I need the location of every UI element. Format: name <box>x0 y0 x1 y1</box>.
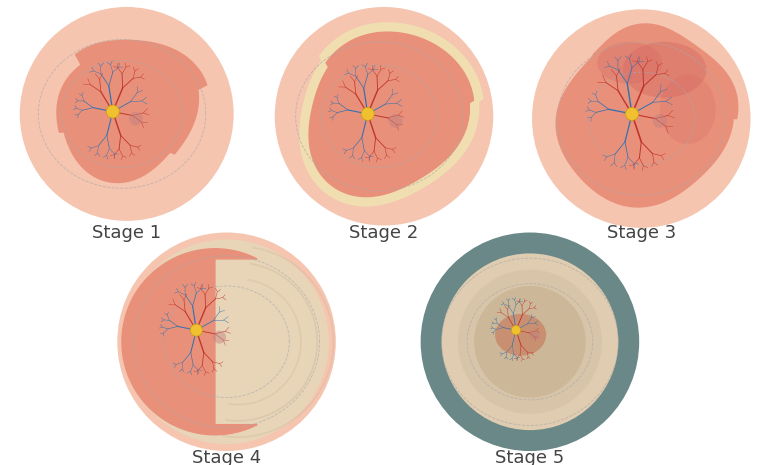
Circle shape <box>129 112 143 126</box>
Circle shape <box>190 324 203 336</box>
Circle shape <box>511 326 521 335</box>
Polygon shape <box>309 32 474 197</box>
Circle shape <box>275 7 493 226</box>
Circle shape <box>532 9 750 228</box>
Text: Stage 5: Stage 5 <box>495 449 564 465</box>
Circle shape <box>124 239 329 444</box>
Circle shape <box>474 286 586 398</box>
Circle shape <box>106 105 119 118</box>
Circle shape <box>389 114 402 128</box>
Text: Stage 3: Stage 3 <box>607 224 676 241</box>
Circle shape <box>118 232 336 451</box>
Text: Stage 2: Stage 2 <box>349 224 419 241</box>
Circle shape <box>625 107 638 120</box>
Circle shape <box>213 331 226 344</box>
Circle shape <box>529 330 540 340</box>
Ellipse shape <box>660 74 716 144</box>
Ellipse shape <box>623 42 707 98</box>
Circle shape <box>361 107 374 120</box>
Polygon shape <box>556 24 738 207</box>
Polygon shape <box>122 249 257 435</box>
Text: Stage 4: Stage 4 <box>192 449 261 465</box>
Polygon shape <box>57 40 207 182</box>
Text: Stage 1: Stage 1 <box>92 224 161 241</box>
Circle shape <box>421 232 639 451</box>
Circle shape <box>458 270 602 414</box>
Circle shape <box>653 114 667 128</box>
Circle shape <box>442 253 618 430</box>
Ellipse shape <box>495 314 546 356</box>
Polygon shape <box>300 23 483 206</box>
Ellipse shape <box>597 42 662 84</box>
Circle shape <box>20 7 233 221</box>
